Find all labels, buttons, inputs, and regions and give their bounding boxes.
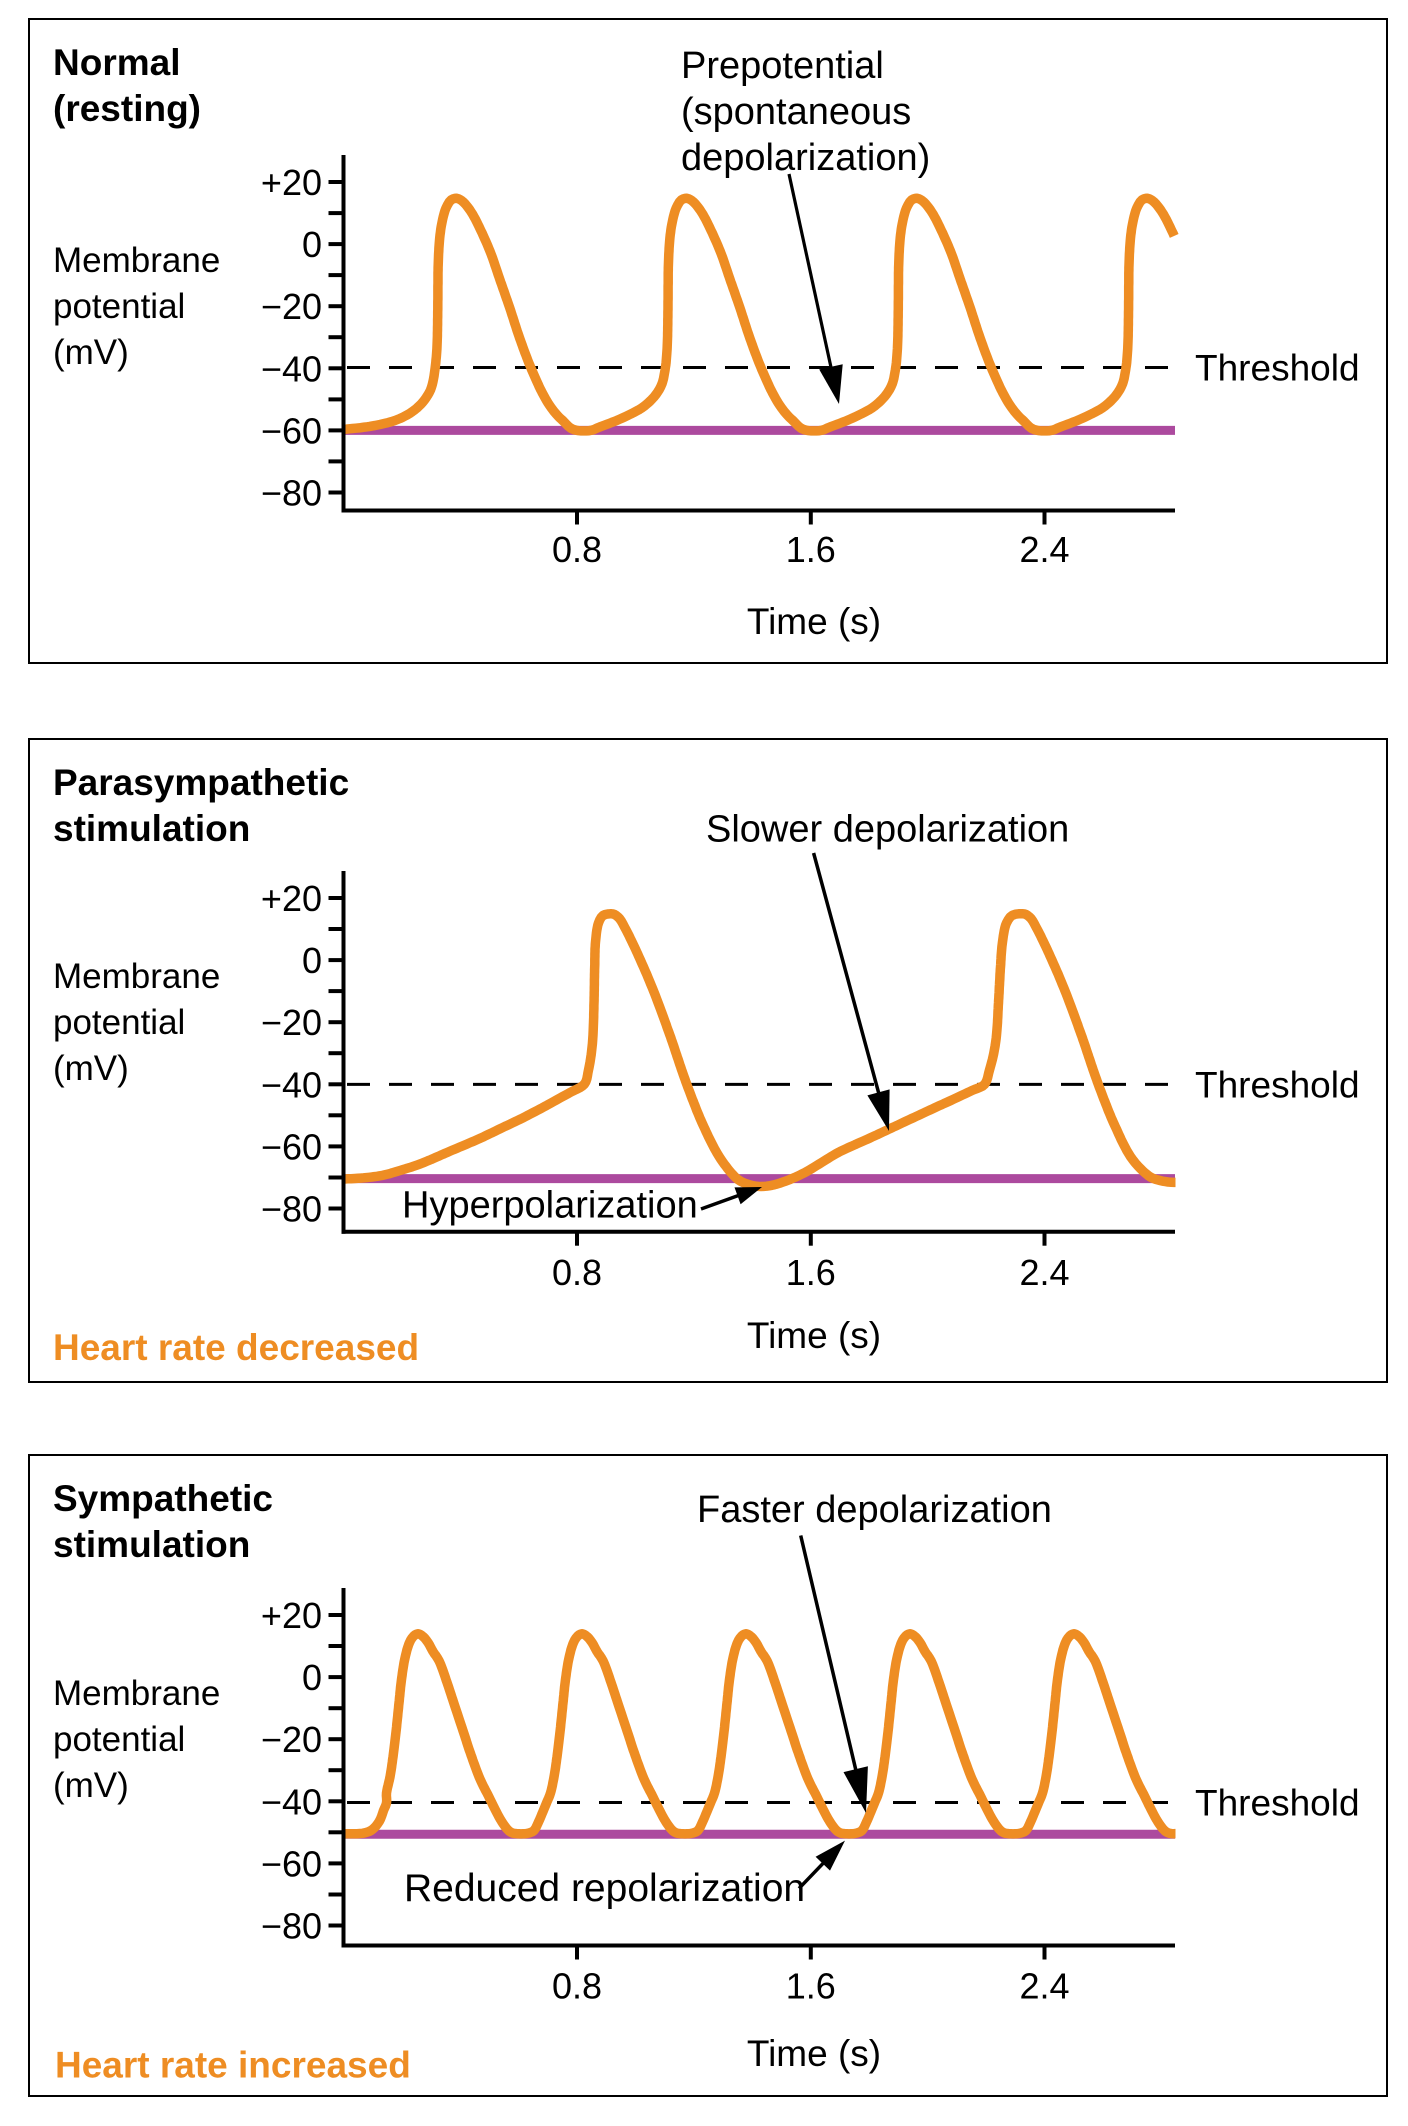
svg-text:1.6: 1.6 [786,1252,836,1293]
svg-text:−60: −60 [261,410,322,451]
svg-text:stimulation: stimulation [53,808,250,849]
svg-text:2.4: 2.4 [1019,1252,1069,1293]
svg-text:Time (s): Time (s) [747,1315,881,1356]
svg-text:Parasympathetic: Parasympathetic [53,762,349,803]
svg-text:depolarization): depolarization) [681,137,930,179]
svg-text:1.6: 1.6 [786,1966,836,2007]
svg-text:Normal: Normal [53,42,180,83]
svg-text:Membrane: Membrane [53,241,220,280]
svg-text:+20: +20 [261,878,322,919]
svg-text:Heart rate increased: Heart rate increased [55,2045,411,2086]
svg-text:−40: −40 [261,1064,322,1105]
svg-text:1.6: 1.6 [786,529,836,570]
svg-text:−60: −60 [261,1126,322,1167]
svg-text:2.4: 2.4 [1019,529,1069,570]
svg-text:potential: potential [53,1720,185,1759]
svg-text:Heart rate decreased: Heart rate decreased [53,1327,419,1368]
svg-text:Threshold: Threshold [1195,1065,1360,1106]
svg-text:0: 0 [302,224,322,265]
svg-text:0.8: 0.8 [552,529,602,570]
svg-text:−60: −60 [261,1843,322,1884]
svg-text:−80: −80 [261,1906,322,1947]
svg-text:potential: potential [53,287,185,326]
svg-text:−40: −40 [261,348,322,389]
svg-text:Threshold: Threshold [1195,1783,1360,1824]
svg-text:(resting): (resting) [53,88,201,129]
svg-text:0: 0 [302,940,322,981]
svg-text:Time (s): Time (s) [747,601,881,642]
svg-text:(mV): (mV) [53,1049,129,1088]
svg-text:potential: potential [53,1003,185,1042]
svg-text:−40: −40 [261,1781,322,1822]
svg-text:Faster depolarization: Faster depolarization [697,1489,1052,1531]
svg-text:Reduced repolarization: Reduced repolarization [404,1867,805,1910]
svg-text:0.8: 0.8 [552,1966,602,2007]
svg-text:Sympathetic: Sympathetic [53,1478,273,1519]
svg-text:−80: −80 [261,473,322,514]
svg-text:Prepotential: Prepotential [681,45,884,87]
svg-text:0.8: 0.8 [552,1252,602,1293]
svg-text:−20: −20 [261,1002,322,1043]
svg-text:(mV): (mV) [53,333,129,372]
svg-text:Hyperpolarization: Hyperpolarization [402,1185,698,1227]
svg-text:Membrane: Membrane [53,957,220,996]
svg-text:Time (s): Time (s) [747,2033,881,2074]
svg-text:Slower depolarization: Slower depolarization [706,809,1069,851]
svg-text:+20: +20 [261,162,322,203]
svg-text:Membrane: Membrane [53,1674,220,1713]
svg-text:−80: −80 [261,1189,322,1230]
svg-text:(spontaneous: (spontaneous [681,91,911,133]
svg-text:2.4: 2.4 [1019,1966,1069,2007]
svg-text:−20: −20 [261,286,322,327]
svg-text:Threshold: Threshold [1195,348,1360,389]
svg-text:−20: −20 [261,1719,322,1760]
svg-text:+20: +20 [261,1595,322,1636]
svg-text:(mV): (mV) [53,1766,129,1805]
svg-text:stimulation: stimulation [53,1524,250,1565]
svg-text:0: 0 [302,1657,322,1698]
